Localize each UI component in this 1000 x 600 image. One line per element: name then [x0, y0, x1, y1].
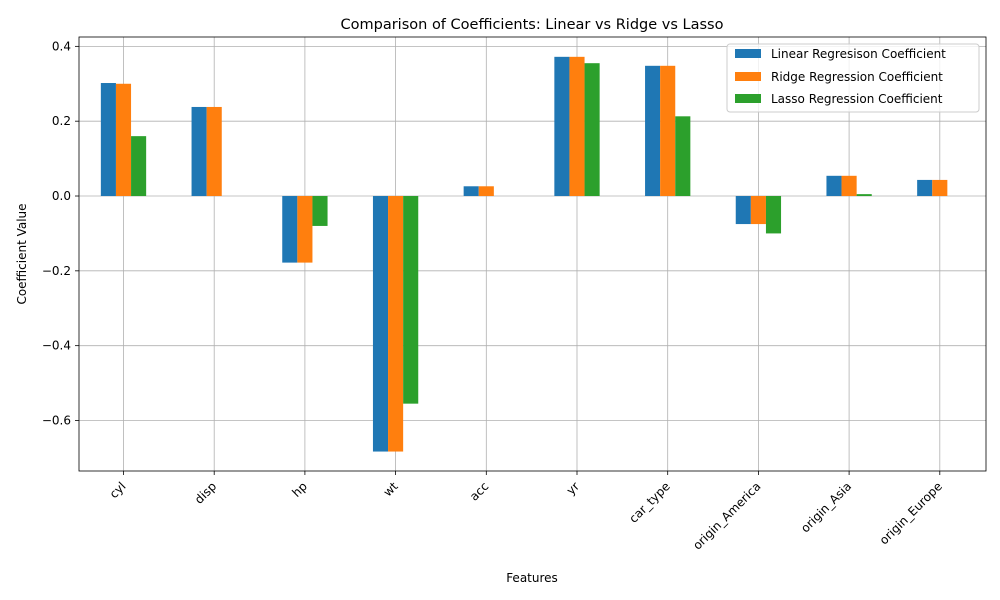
y-tick-label: 0.0: [52, 189, 71, 203]
y-tick-label: 0.2: [52, 114, 71, 128]
x-tick-label: origin_America: [690, 479, 763, 552]
bar-linear-origin_Asia: [826, 175, 842, 197]
bar-ridge-yr: [569, 56, 585, 197]
y-tick-label: −0.4: [42, 339, 71, 353]
bars: [100, 56, 948, 452]
x-tick-label: car_type: [626, 479, 672, 525]
bar-ridge-origin_America: [750, 196, 766, 225]
x-axis-ticks: cyl disp hp wt acc yr car_type origin_America or…: [107, 471, 945, 553]
x-tick-label: disp: [192, 479, 219, 506]
bar-linear-acc: [463, 186, 479, 197]
bar-lasso-cyl: [131, 136, 147, 197]
x-tick-label: yr: [564, 479, 582, 497]
x-tick-label: origin_Asia: [798, 479, 854, 535]
x-tick-label: hp: [289, 479, 310, 500]
legend-label-linear: Linear Regresison Coefficient: [771, 47, 946, 61]
bar-linear-origin_America: [735, 196, 751, 225]
bar-linear-disp: [191, 106, 207, 197]
chart-title: Comparison of Coefficients: Linear vs Ri…: [341, 17, 724, 33]
bar-ridge-acc: [478, 186, 494, 197]
bar-ridge-cyl: [115, 83, 132, 197]
bar-ridge-wt: [388, 196, 404, 452]
legend: Linear Regresison Coefficient Ridge Regr…: [726, 43, 980, 113]
bar-ridge-origin_Europe: [932, 179, 948, 197]
x-tick-label: cyl: [107, 479, 129, 501]
bar-lasso-hp: [312, 196, 328, 226]
legend-swatch-ridge: [735, 72, 761, 81]
bar-lasso-origin_Asia: [856, 194, 872, 197]
y-axis-label: Coefficient Value: [15, 203, 29, 304]
x-tick-label: acc: [467, 479, 491, 503]
x-tick-label: wt: [381, 479, 401, 499]
bar-linear-yr: [554, 56, 570, 197]
y-tick-label: −0.2: [42, 264, 71, 278]
plot-frame: [78, 36, 987, 472]
bar-linear-cyl: [100, 83, 116, 197]
legend-label-lasso: Lasso Regression Coefficient: [771, 92, 943, 106]
x-tick-label: origin_Europe: [877, 479, 945, 547]
y-axis-ticks: −0.6 −0.4 −0.2 0.0 0.2 0.4: [42, 39, 79, 427]
legend-swatch-lasso: [735, 94, 761, 103]
bar-ridge-car_type: [660, 65, 676, 197]
bar-linear-wt: [372, 196, 389, 452]
bar-linear-hp: [282, 196, 298, 263]
legend-label-ridge: Ridge Regression Coefficient: [771, 70, 943, 84]
bar-lasso-car_type: [675, 116, 691, 197]
x-axis-label: Features: [506, 571, 558, 585]
y-tick-label: 0.4: [52, 39, 71, 53]
bar-linear-car_type: [645, 65, 661, 197]
bar-ridge-hp: [297, 196, 313, 263]
bar-lasso-origin_America: [765, 196, 782, 234]
legend-swatch-linear: [735, 49, 761, 58]
bar-linear-origin_Europe: [917, 179, 933, 197]
bar-lasso-yr: [584, 63, 600, 197]
bar-ridge-origin_Asia: [841, 175, 857, 197]
legend-frame: [726, 43, 980, 113]
bar-ridge-disp: [206, 106, 222, 197]
bar-lasso-wt: [403, 196, 419, 404]
y-tick-label: −0.6: [42, 413, 71, 427]
